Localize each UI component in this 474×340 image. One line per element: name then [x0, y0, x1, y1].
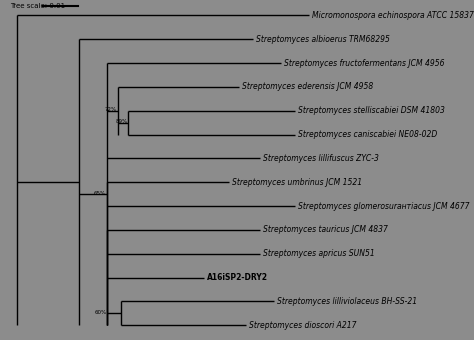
Text: Streptomyces dioscori A217: Streptomyces dioscori A217 — [249, 321, 356, 330]
Text: Streptomyces glomerosurантiacus JCM 4677: Streptomyces glomerosurантiacus JCM 4677 — [298, 202, 469, 211]
Text: Streptomyces lilliviolaceus BH-SS-21: Streptomyces lilliviolaceus BH-SS-21 — [277, 297, 417, 306]
Text: Streptomyces apricus SUN51: Streptomyces apricus SUN51 — [263, 249, 374, 258]
Text: Streptomyces tauricus JCM 4837: Streptomyces tauricus JCM 4837 — [263, 225, 388, 235]
Text: 89%: 89% — [115, 119, 127, 124]
Text: Micromonospora echinospora ATCC 15837: Micromonospora echinospora ATCC 15837 — [311, 11, 474, 20]
Text: Streptomyces stelliscabiei DSM 41803: Streptomyces stelliscabiei DSM 41803 — [298, 106, 445, 115]
Text: Streptomyces ederensis JCM 4958: Streptomyces ederensis JCM 4958 — [242, 83, 373, 91]
Text: Streptomyces albioerus TRM68295: Streptomyces albioerus TRM68295 — [256, 35, 390, 44]
Text: Streptomyces fructofermentans JCM 4956: Streptomyces fructofermentans JCM 4956 — [284, 58, 444, 68]
Text: A16iSP2-DRY2: A16iSP2-DRY2 — [207, 273, 268, 282]
Text: 72%: 72% — [105, 107, 117, 112]
Text: 65%: 65% — [93, 191, 105, 196]
Text: Streptomyces caniscabiei NE08-02D: Streptomyces caniscabiei NE08-02D — [298, 130, 437, 139]
Text: Streptomyces lillifuscus ZYC-3: Streptomyces lillifuscus ZYC-3 — [263, 154, 379, 163]
Text: Streptomyces umbrinus JCM 1521: Streptomyces umbrinus JCM 1521 — [232, 178, 362, 187]
Text: 60%: 60% — [94, 310, 106, 316]
Text: Tree scale: 0.01: Tree scale: 0.01 — [10, 3, 65, 10]
